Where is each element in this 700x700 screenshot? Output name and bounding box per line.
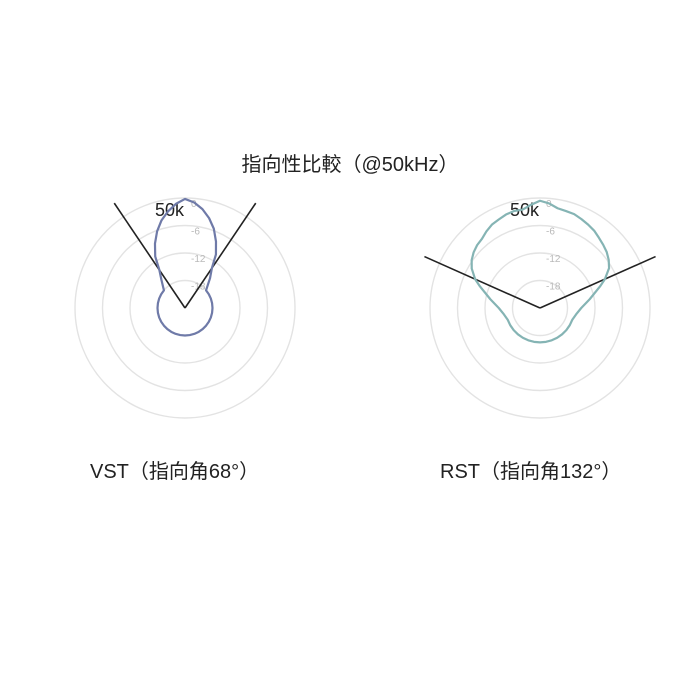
polar-chart-right: 0-6-12-18	[0, 0, 700, 700]
figure: 指向性比較（@50kHz） 50k 50k 0-6-12-18 0-6-12-1…	[0, 0, 700, 700]
beam-angle-line	[424, 257, 540, 308]
directivity-series	[472, 201, 609, 343]
ring-tick-label: -6	[546, 227, 555, 238]
caption-left: VST（指向角68°）	[90, 455, 259, 484]
ring-tick-label: -12	[546, 254, 561, 265]
caption-right: RST（指向角132°）	[440, 455, 621, 484]
ring-tick-label: -18	[546, 282, 561, 293]
